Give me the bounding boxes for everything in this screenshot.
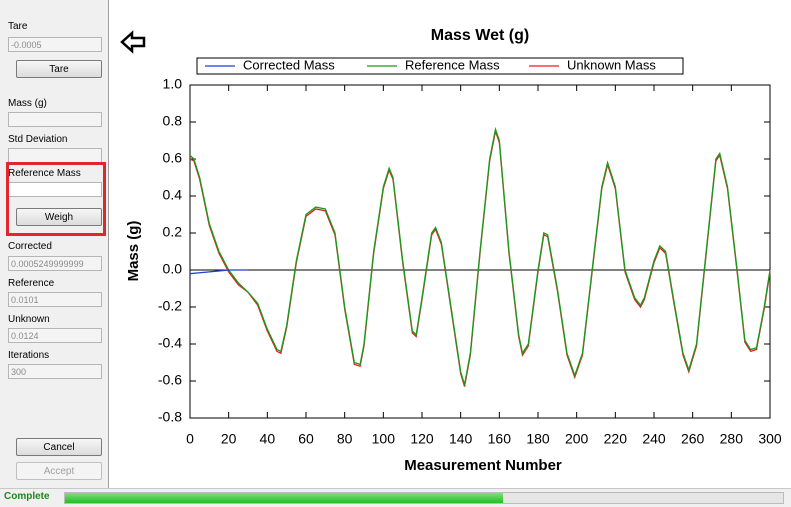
side-panel: Tare -0.0005 Tare Mass (g) Std Deviation… (0, 0, 109, 488)
reference-mass-label: Reference Mass (8, 168, 81, 179)
weigh-button[interactable]: Weigh (16, 208, 102, 226)
status-text: Complete (4, 491, 50, 502)
x-tick-label: 220 (604, 431, 628, 447)
back-arrow[interactable] (120, 30, 146, 54)
std-field[interactable] (8, 148, 102, 163)
series-line (189, 269, 248, 275)
y-tick-label: 0.0 (163, 261, 183, 277)
x-tick-label: 140 (449, 431, 473, 447)
x-tick-label: 200 (565, 431, 589, 447)
y-tick-label: -0.8 (158, 409, 182, 425)
reference-field[interactable]: 0.0101 (8, 292, 102, 307)
highlight-box (6, 162, 106, 236)
reference-label: Reference (8, 278, 55, 289)
status-bar: Complete (0, 488, 791, 507)
x-tick-label: 260 (681, 431, 705, 447)
y-tick-label: -0.2 (158, 298, 182, 314)
x-tick-label: 40 (260, 431, 276, 447)
legend-label: Unknown Mass (567, 57, 656, 72)
chart: Mass Wet (g) Measurement Number Mass (g)… (120, 27, 782, 474)
progress-fill (65, 493, 503, 503)
std-label: Std Deviation (8, 134, 68, 145)
progress-bar (64, 492, 784, 504)
legend-label: Corrected Mass (243, 57, 335, 72)
x-axis-label: Measurement Number (404, 457, 562, 474)
x-tick-label: 120 (410, 431, 434, 447)
y-tick-label: -0.6 (158, 372, 182, 388)
unknown-field[interactable]: 0.0124 (8, 328, 102, 343)
cancel-button[interactable]: Cancel (16, 438, 102, 456)
corrected-label: Corrected (8, 241, 52, 252)
y-tick-label: -0.4 (158, 335, 182, 351)
x-tick-label: 80 (337, 431, 353, 447)
tare-field[interactable]: -0.0005 (8, 37, 102, 52)
y-tick-label: 0.8 (163, 113, 183, 129)
x-tick-label: 280 (720, 431, 744, 447)
x-tick-label: 300 (758, 431, 782, 447)
x-tick-label: 240 (642, 431, 666, 447)
y-tick-label: 0.2 (163, 224, 183, 240)
chart-title: Mass Wet (g) (431, 27, 529, 44)
x-tick-label: 0 (186, 431, 194, 447)
unknown-label: Unknown (8, 314, 50, 325)
iterations-field[interactable]: 300 (8, 364, 102, 379)
corrected-field[interactable]: 0.0005249999999 (8, 256, 102, 271)
x-tick-label: 20 (221, 431, 237, 447)
x-tick-label: 100 (372, 431, 396, 447)
y-tick-label: 0.4 (163, 187, 183, 203)
tare-label: Tare (8, 21, 28, 32)
y-tick-label: 1.0 (163, 76, 183, 92)
x-tick-label: 180 (526, 431, 550, 447)
y-tick-label: 0.6 (163, 150, 183, 166)
x-tick-label: 160 (488, 431, 512, 447)
mass-label: Mass (g) (8, 98, 47, 109)
mass-field[interactable] (8, 112, 102, 127)
x-tick-label: 60 (298, 431, 314, 447)
iterations-label: Iterations (8, 350, 50, 361)
tare-button[interactable]: Tare (16, 60, 102, 78)
accept-button[interactable]: Accept (16, 462, 102, 480)
legend-box (196, 57, 684, 75)
legend-label: Reference Mass (405, 57, 500, 72)
series-line (189, 126, 771, 385)
y-axis-label: Mass (g) (125, 221, 142, 282)
